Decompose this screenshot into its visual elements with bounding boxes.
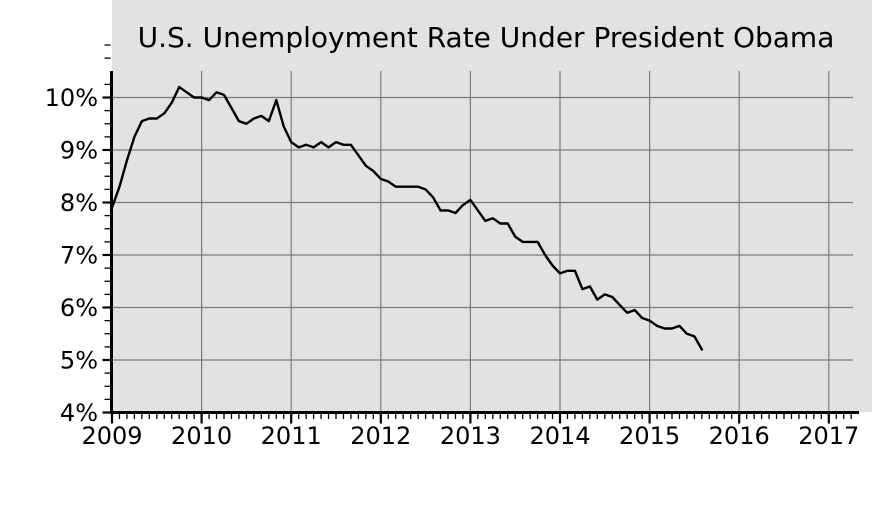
plot-background — [112, 0, 872, 412]
chart-title: U.S. Unemployment Rate Under President O… — [137, 21, 835, 54]
y-tick-label: 6% — [60, 294, 98, 322]
y-tick-label: 7% — [60, 242, 98, 270]
x-tick-label: 2013 — [440, 422, 501, 450]
x-tick-label: 2017 — [798, 422, 859, 450]
y-tick-label: 5% — [60, 347, 98, 375]
y-tick-label: 10% — [45, 84, 98, 112]
x-tick-label: 2015 — [619, 422, 680, 450]
y-tick-label: 4% — [60, 399, 98, 427]
x-tick-label: 2011 — [261, 422, 322, 450]
x-tick-label: 2016 — [709, 422, 770, 450]
y-tick-label: 8% — [60, 189, 98, 217]
x-tick-label: 2012 — [350, 422, 411, 450]
x-tick-label: 2014 — [529, 422, 590, 450]
x-tick-label: 2010 — [171, 422, 232, 450]
y-tick-label: 9% — [60, 137, 98, 165]
x-tick-label: 2009 — [81, 422, 142, 450]
unemployment-line — [110, 85, 704, 351]
